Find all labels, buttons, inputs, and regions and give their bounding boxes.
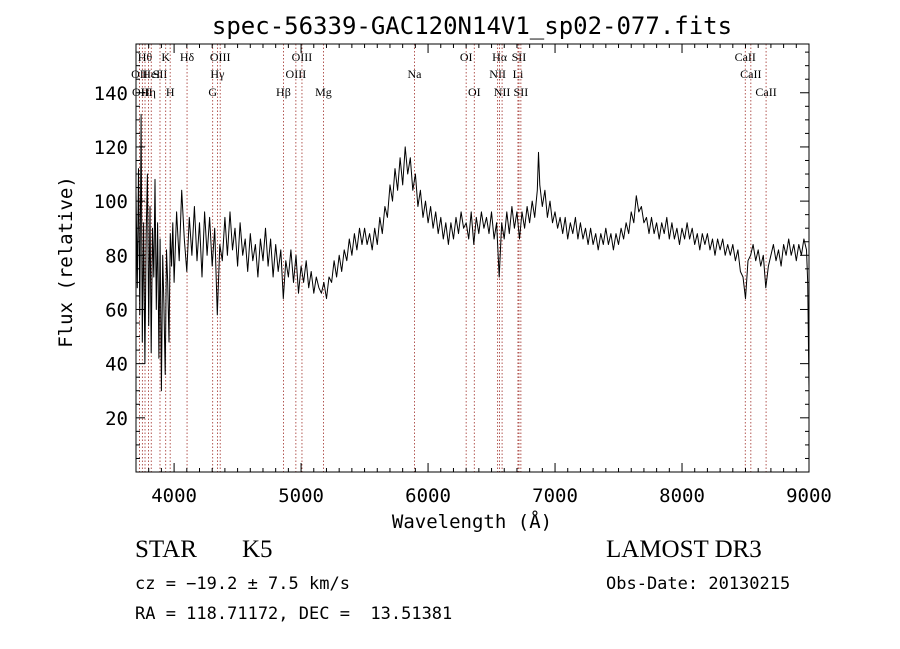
y-tick-label-4: 100 (94, 191, 128, 213)
y-tick-label-2: 60 (105, 299, 128, 321)
object-subclass: K5 (242, 536, 273, 563)
line-label-14: OIII (292, 50, 313, 64)
x-tick-label-0: 4000 (151, 485, 197, 507)
y-tick-label-5: 120 (94, 137, 128, 159)
line-label-0: OII (131, 67, 148, 81)
redshift-readout: cz = −19.2 ± 7.5 km/s (135, 574, 350, 594)
line-label-24: SII (514, 85, 529, 99)
line-label-19: NII (489, 67, 506, 81)
line-label-25: CaII (735, 50, 756, 64)
line-label-12: Hβ (276, 85, 291, 99)
chart-title: spec-56339-GAC120N14V1_sp02-077.fits (212, 12, 732, 40)
line-label-20: Hα (492, 50, 508, 64)
survey-name: LAMOST DR3 (606, 536, 762, 563)
line-label-6: K (161, 50, 170, 64)
y-tick-label-3: 80 (105, 245, 128, 267)
spectrum-trace-group (135, 113, 810, 392)
line-label-21: NII (494, 85, 511, 99)
line-label-7: H (166, 85, 175, 99)
line-label-4: HeI (142, 67, 160, 81)
line-label-9: G (208, 85, 217, 99)
object-class: STAR (135, 536, 197, 563)
line-label-13: OIII (286, 67, 307, 81)
x-tick-label-4: 8000 (659, 485, 705, 507)
spectrum-line (135, 113, 810, 392)
x-tick-label-1: 5000 (278, 485, 324, 507)
line-label-15: Mg (315, 85, 332, 99)
line-label-16: Na (407, 67, 422, 81)
line-label-11: OIII (210, 50, 231, 64)
y-axis-label: Flux (relative) (55, 176, 77, 348)
line-label-27: CaII (755, 85, 776, 99)
line-label-2: Hθ (138, 50, 153, 64)
coordinates-readout: RA = 118.71172, DEC = 13.51381 (135, 604, 453, 624)
y-tick-label-1: 40 (105, 354, 128, 376)
line-label-1: OIII (132, 85, 153, 99)
line-label-8: Hδ (180, 50, 195, 64)
y-tick-label-0: 20 (105, 408, 128, 430)
line-label-17: OI (460, 50, 473, 64)
x-tick-label-2: 6000 (405, 485, 451, 507)
y-tick-label-6: 140 (94, 83, 128, 105)
plot-frame (135, 43, 810, 473)
line-label-26: CaII (740, 67, 761, 81)
line-label-22: Li (513, 67, 524, 81)
emission-line-markers: OIIOIIIHθHηHeISIIKHHδGHγOIIIHβOIIIOIIIMg… (131, 44, 777, 472)
line-label-10: Hγ (210, 67, 225, 81)
x-tick-label-5: 9000 (786, 485, 832, 507)
y-axis-ticks: 20 40 60 80 100 120 140 (94, 51, 809, 459)
line-label-23: SII (512, 50, 527, 64)
x-axis-ticks: 4000 5000 6000 7000 8000 9000 (135, 44, 832, 507)
line-label-18: OI (468, 85, 481, 99)
line-label-3: Hη (141, 85, 156, 99)
line-label-5: SII (153, 67, 168, 81)
observation-date: Obs-Date: 20130215 (606, 574, 791, 594)
x-axis-label: Wavelength (Å) (392, 510, 552, 533)
x-tick-label-3: 7000 (532, 485, 578, 507)
